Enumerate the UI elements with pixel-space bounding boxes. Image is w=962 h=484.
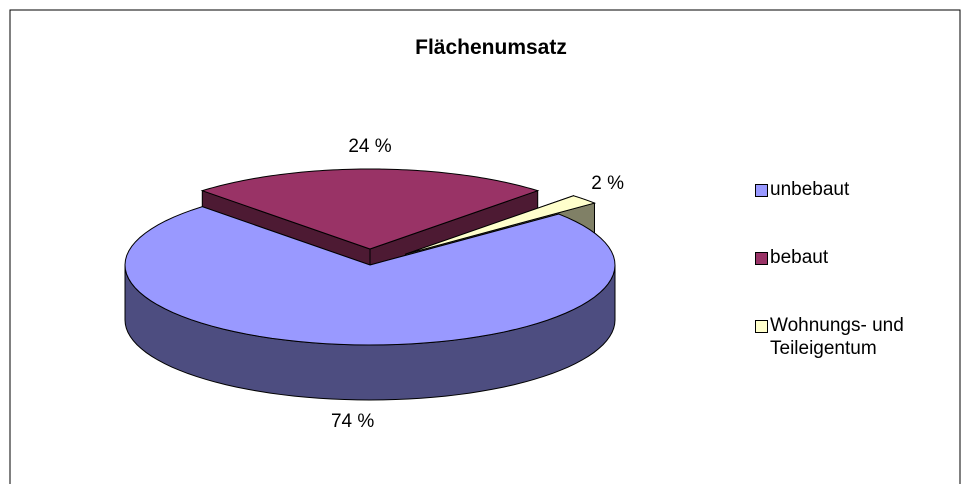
slice <box>200 168 540 250</box>
legend: unbebaut bebaut Wohnungs- und Teileigentum <box>755 178 955 405</box>
data-label: 2 % <box>591 173 624 194</box>
legend-item: bebaut <box>755 246 955 269</box>
slice <box>405 195 597 255</box>
legend-swatch <box>755 184 768 197</box>
legend-label: Wohnungs- und Teileigentum <box>770 315 904 359</box>
legend-label: bebaut <box>770 247 829 268</box>
legend-swatch <box>755 252 768 265</box>
legend-item: unbebaut <box>755 178 955 201</box>
legend-label: unbebaut <box>770 179 850 200</box>
slice <box>124 206 616 346</box>
data-label: 74 % <box>331 411 374 432</box>
legend-swatch <box>755 320 768 333</box>
chart-frame <box>9 9 961 484</box>
chart-title: Flächenumsatz <box>415 36 567 59</box>
legend-item: Wohnungs- und Teileigentum <box>755 314 955 360</box>
data-label: 24 % <box>348 136 391 157</box>
